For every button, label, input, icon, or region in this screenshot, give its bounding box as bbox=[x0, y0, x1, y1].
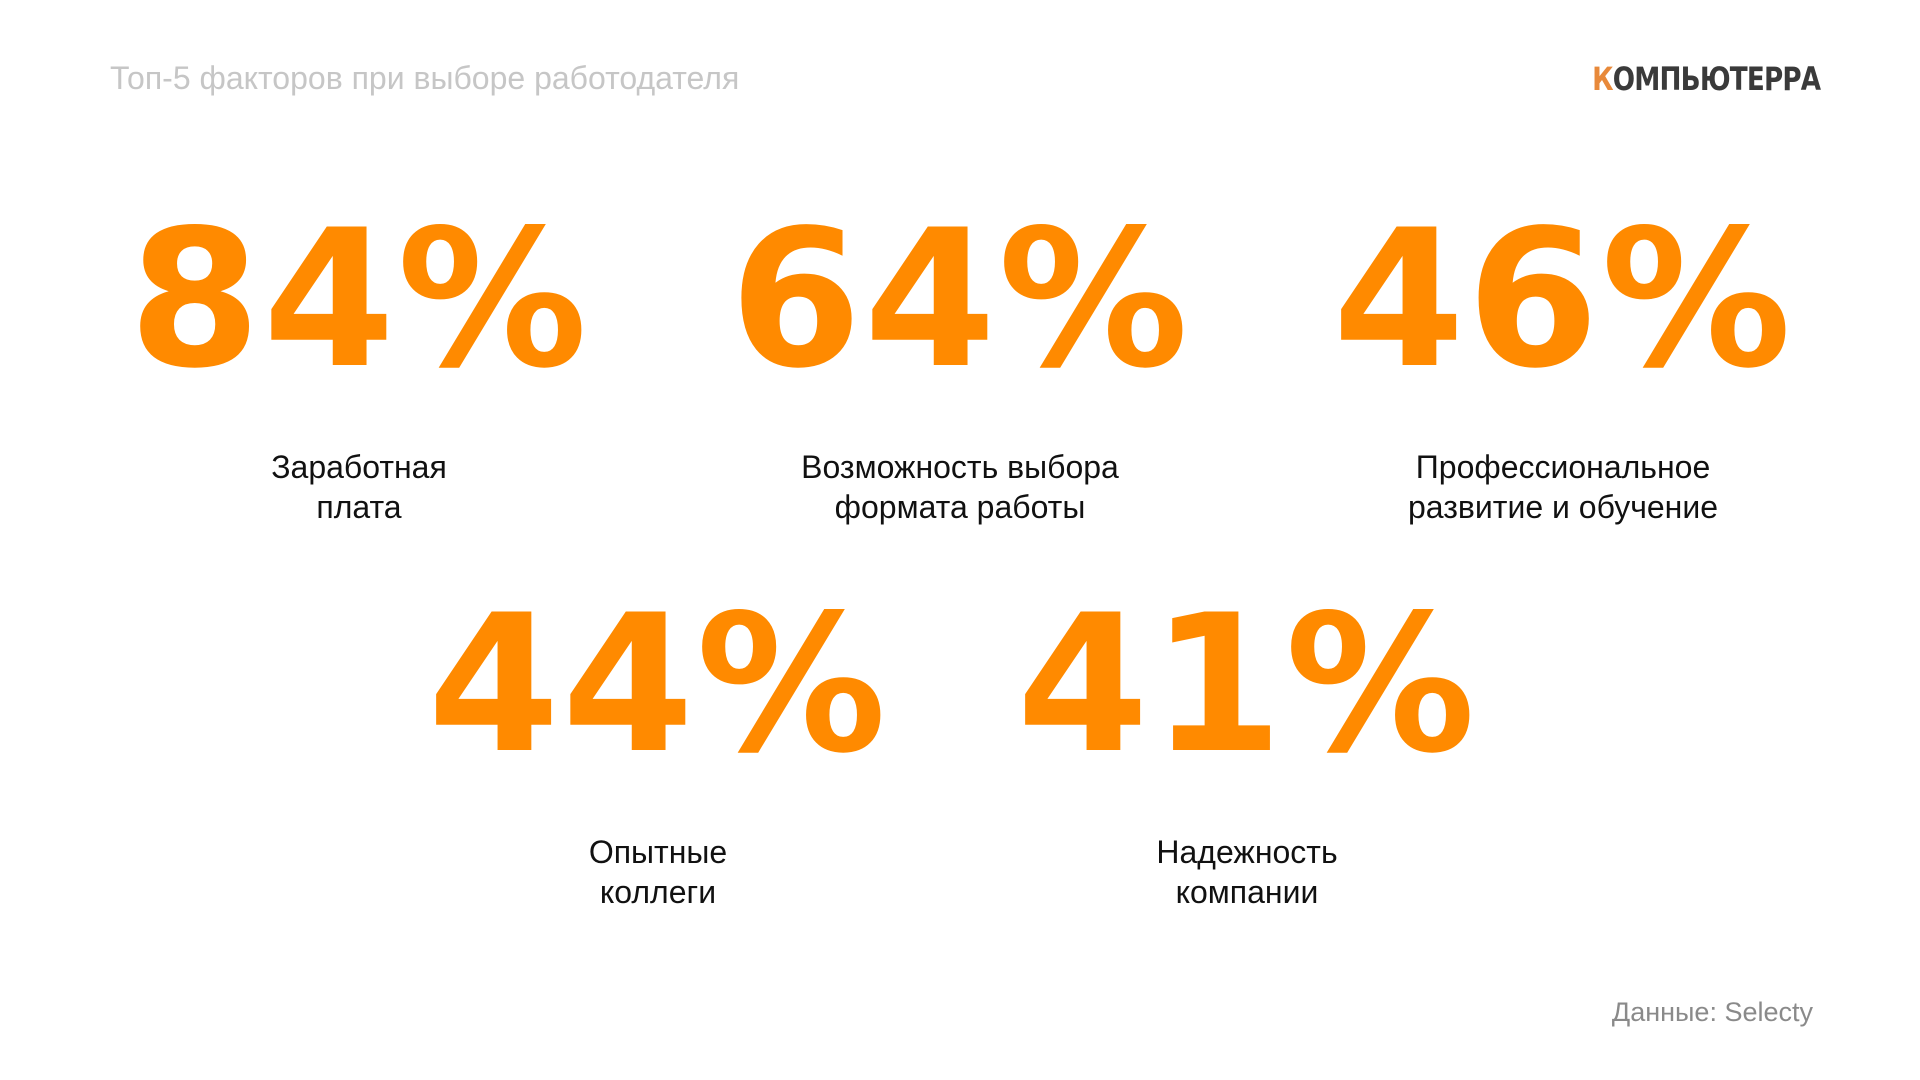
stat-item: 44% Опытные коллеги bbox=[358, 590, 958, 912]
label-line: Опытные bbox=[588, 834, 728, 870]
stat-item: 41% Надежность компании bbox=[947, 590, 1547, 912]
label-line: формата работы bbox=[834, 489, 1086, 525]
stat-label: Опытные коллеги bbox=[358, 832, 958, 912]
stat-value: 64% bbox=[729, 189, 1191, 410]
stat-label: Надежность компании bbox=[947, 832, 1547, 912]
page-title: Топ-5 факторов при выборе работодателя bbox=[110, 60, 740, 96]
label-line: компании bbox=[1175, 874, 1319, 910]
stat-value: 44% bbox=[427, 574, 889, 795]
label-line: Надежность bbox=[1156, 834, 1338, 870]
logo: КОМПЬЮТЕРРА bbox=[1591, 60, 1821, 98]
label-line: Возможность выбора bbox=[801, 449, 1119, 485]
source-note: Данные: Selecty bbox=[1611, 997, 1813, 1027]
label-line: коллеги bbox=[599, 874, 717, 910]
stat-item: 84% Заработная плата bbox=[59, 205, 659, 527]
label-line: развитие и обучение bbox=[1408, 489, 1718, 525]
label-line: Заработная bbox=[271, 449, 447, 485]
stat-label: Профессиональное развитие и обучение bbox=[1263, 447, 1863, 527]
stat-value: 84% bbox=[128, 189, 590, 410]
stat-item: 64% Возможность выбора формата работы bbox=[660, 205, 1260, 527]
stat-label: Заработная плата bbox=[59, 447, 659, 527]
stat-item: 46% Профессиональное развитие и обучение bbox=[1263, 205, 1863, 527]
stat-label: Возможность выбора формата работы bbox=[660, 447, 1260, 527]
label-line: Профессиональное bbox=[1415, 449, 1711, 485]
stat-value: 41% bbox=[1016, 574, 1478, 795]
label-line: плата bbox=[316, 489, 402, 525]
stat-value: 46% bbox=[1332, 189, 1794, 410]
